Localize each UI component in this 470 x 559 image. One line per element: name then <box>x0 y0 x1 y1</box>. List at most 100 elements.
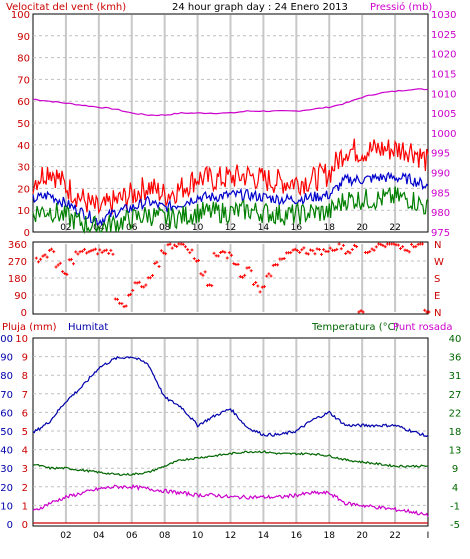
temp-y-tick-label: 9 <box>452 464 458 475</box>
direction-point <box>227 251 231 255</box>
rain-y-tick-label: 3 <box>22 464 28 475</box>
humidity-y-tick-label: 40 <box>0 446 13 457</box>
direction-point <box>122 305 126 309</box>
direction-point <box>100 250 104 254</box>
direction-point <box>212 251 216 255</box>
wind-y-tick-label: 30 <box>17 163 30 174</box>
graph-title: 24 hour graph day : 24 Enero 2013 <box>172 2 348 13</box>
wind-y-tick-label: 0 <box>24 228 30 239</box>
direction-point <box>170 246 174 250</box>
temp-y-tick-label: -5 <box>450 520 460 531</box>
direction-point <box>335 247 339 251</box>
direction-point <box>52 250 56 254</box>
pressure-y-tick-label: 1025 <box>431 30 456 41</box>
pressure-y-tick-label: 1010 <box>431 89 456 100</box>
direction-point <box>372 248 376 252</box>
wind-series-line <box>32 186 429 235</box>
direction-point <box>155 260 159 264</box>
direction-point <box>111 252 115 256</box>
direction-point <box>69 257 73 261</box>
direction-y-tick-label: 270 <box>8 257 27 268</box>
pressure-y-tick-label: 980 <box>431 208 450 219</box>
pressure-y-tick-label: 1030 <box>431 10 456 21</box>
direction-point <box>333 248 337 252</box>
compass-label: N <box>434 308 441 319</box>
direction-point <box>407 250 411 254</box>
direction-point <box>300 248 304 252</box>
direction-point <box>311 249 315 253</box>
temp-y-tick-label: -1 <box>450 501 460 512</box>
direction-point <box>368 250 372 254</box>
compass-label: E <box>434 291 440 302</box>
x-tick-label: 22 <box>389 531 400 541</box>
wind-axis-title: Velocitat del vent (kmh) <box>6 2 126 13</box>
direction-point <box>188 251 192 255</box>
x-tick-label: 04 <box>93 531 105 541</box>
direction-point <box>302 246 306 250</box>
direction-point <box>126 293 130 297</box>
direction-point <box>379 242 383 246</box>
direction-point <box>157 265 161 269</box>
direction-point <box>249 269 253 273</box>
direction-point <box>267 272 271 276</box>
direction-point <box>269 274 273 278</box>
direction-point <box>83 247 87 251</box>
direction-point <box>47 248 51 252</box>
pressure-y-tick-label: 975 <box>431 228 450 239</box>
direction-point <box>420 242 424 246</box>
direction-point <box>350 248 354 252</box>
pressure-y-tick-label: 1000 <box>431 129 456 140</box>
x-tick-label: 14 <box>258 531 270 541</box>
direction-y-tick-label: 90 <box>14 291 27 302</box>
direction-point <box>357 310 361 314</box>
pressure-axis-title: Pressió (mb) <box>370 1 432 13</box>
wind-y-tick-label: 10 <box>17 206 30 217</box>
compass-label: N <box>434 240 441 251</box>
direction-point <box>148 276 152 280</box>
wind-chart: 02 04 06 08 10 12 14 16 18 20 22 I01020304050607080… <box>11 10 457 239</box>
direction-point <box>201 273 205 277</box>
direction-point <box>262 285 266 289</box>
direction-point <box>208 283 212 287</box>
x-tick-label: 20 <box>356 223 368 233</box>
direction-point <box>87 250 91 254</box>
compass-label: S <box>434 274 440 285</box>
direction-point <box>306 252 310 256</box>
direction-point <box>159 249 163 253</box>
direction-point <box>276 263 280 267</box>
direction-point <box>153 261 157 265</box>
direction-point <box>190 248 194 252</box>
direction-point <box>54 265 58 269</box>
humidity-y-tick-label: 30 <box>0 464 13 475</box>
pressure-y-tick-label: 1015 <box>431 69 456 80</box>
x-tick-label: 02 <box>60 223 71 233</box>
temp-y-tick-label: 13 <box>449 446 462 457</box>
direction-point <box>346 250 350 254</box>
temp-y-tick-label: 4 <box>452 483 458 494</box>
wind-y-tick-label: 80 <box>17 54 30 65</box>
humidity-y-tick-label: 10 <box>0 501 13 512</box>
direction-point <box>137 280 141 284</box>
wind-y-tick-label: 40 <box>17 141 30 152</box>
humidity-y-tick-label: 50 <box>0 427 13 438</box>
direction-point <box>45 255 49 259</box>
direction-point <box>271 263 275 267</box>
direction-point <box>265 274 269 278</box>
direction-point <box>243 273 247 277</box>
direction-point <box>89 249 93 253</box>
x-tick-label: 06 <box>126 531 138 541</box>
direction-point <box>348 251 352 255</box>
x-tick-label: 18 <box>324 223 336 233</box>
temperature-axis-title: Temperatura (°C) <box>311 322 399 333</box>
direction-point <box>410 242 414 246</box>
direction-point <box>320 252 324 256</box>
temp-y-tick-label: 27 <box>449 390 462 401</box>
direction-point <box>405 249 409 253</box>
direction-point <box>203 270 207 274</box>
direction-point <box>308 248 312 252</box>
direction-point <box>74 250 78 254</box>
temp-y-tick-label: 31 <box>449 371 462 382</box>
humidity-temperature-chart: 02 04 06 08 10 12 14 16 18 20 22 I01020304050607080… <box>0 334 461 541</box>
direction-point <box>186 248 190 252</box>
